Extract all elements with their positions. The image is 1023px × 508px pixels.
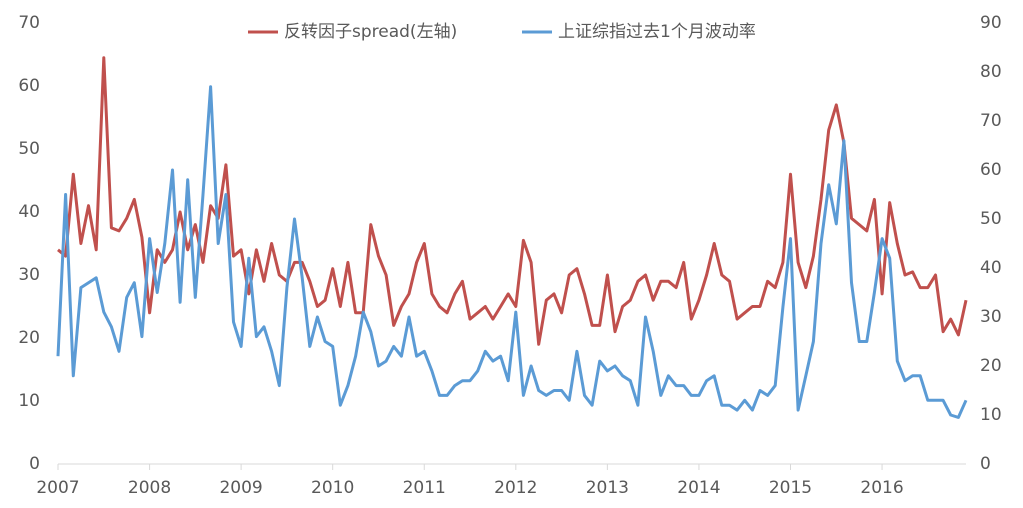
x-tick-label: 2011	[403, 478, 446, 498]
x-tick-label: 2007	[36, 478, 79, 498]
x-tick-label: 2010	[311, 478, 354, 498]
y2-tick-label: 20	[980, 356, 1002, 376]
y2-tick-label: 30	[980, 307, 1002, 327]
y2-tick-label: 70	[980, 111, 1002, 131]
y-tick-label: 10	[18, 391, 40, 411]
y-tick-label: 0	[29, 454, 40, 474]
legend-label: 上证综指过去1个月波动率	[558, 22, 756, 42]
y-tick-label: 60	[18, 76, 40, 96]
y2-tick-label: 50	[980, 209, 1002, 229]
y2-tick-label: 80	[980, 62, 1002, 82]
y-tick-label: 40	[18, 202, 40, 222]
y2-tick-label: 40	[980, 258, 1002, 278]
x-tick-label: 2016	[860, 478, 903, 498]
series-line	[57, 56, 968, 346]
x-tick-label: 2008	[128, 478, 171, 498]
x-tick-label: 2015	[769, 478, 812, 498]
y2-tick-label: 10	[980, 405, 1002, 425]
y-tick-label: 20	[18, 328, 40, 348]
x-tick-label: 2009	[219, 478, 262, 498]
legend-label: 反转因子spread(左轴)	[284, 22, 457, 42]
y2-tick-label: 60	[980, 160, 1002, 180]
x-tick-label: 2014	[677, 478, 720, 498]
x-tick-label: 2012	[494, 478, 537, 498]
y-tick-label: 30	[18, 265, 40, 285]
y2-tick-label: 0	[980, 454, 991, 474]
series-line	[56, 85, 968, 419]
y-tick-label: 50	[18, 139, 40, 159]
y-tick-label: 70	[18, 13, 40, 33]
y2-tick-label: 90	[980, 13, 1002, 33]
x-tick-label: 2013	[586, 478, 629, 498]
